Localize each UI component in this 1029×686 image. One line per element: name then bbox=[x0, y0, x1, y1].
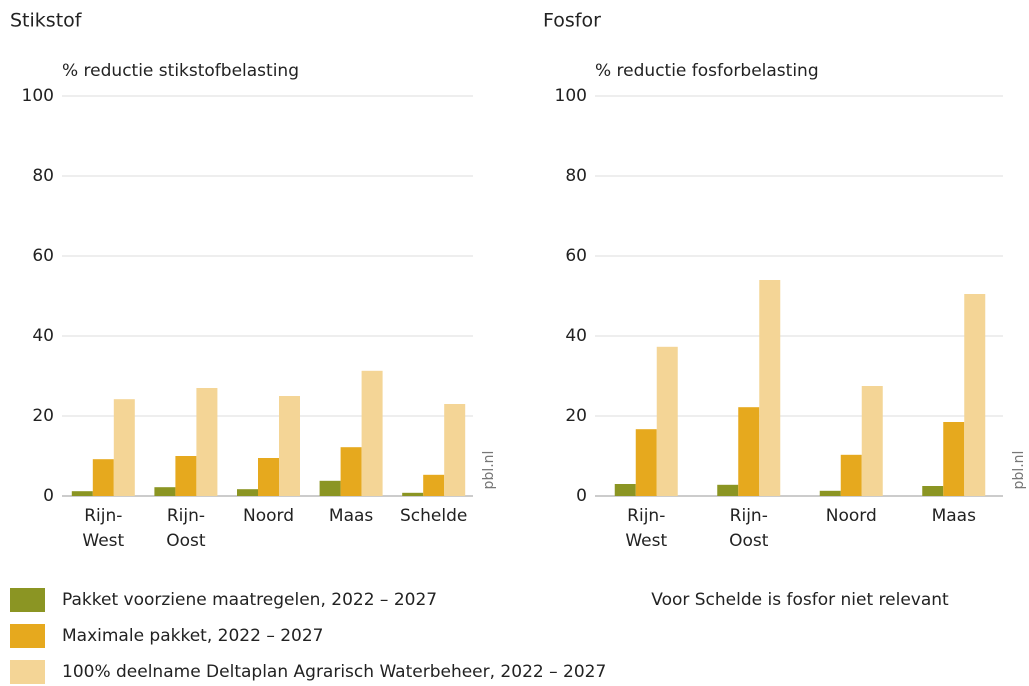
bar bbox=[361, 370, 383, 496]
bar bbox=[614, 484, 636, 496]
y-tick-label: 40 bbox=[32, 326, 54, 346]
bar bbox=[402, 492, 424, 496]
watermark: pbl.nl bbox=[1011, 451, 1027, 490]
bar bbox=[237, 489, 258, 496]
y-tick-label: 20 bbox=[565, 406, 587, 426]
bar bbox=[196, 388, 218, 496]
legend-swatch bbox=[10, 660, 45, 684]
y-axis-label: % reductie stikstofbelasting bbox=[62, 61, 299, 81]
x-tick-label: Rijn-Oost bbox=[166, 506, 206, 551]
x-tick-label: Schelde bbox=[400, 506, 467, 526]
chart-title: Stikstof bbox=[10, 10, 83, 32]
bar bbox=[656, 346, 678, 496]
legend-label: 100% deelname Deltaplan Agrarisch Waterb… bbox=[62, 662, 606, 682]
annotation: Voor Schelde is fosfor niet relevant bbox=[651, 590, 949, 610]
bar bbox=[840, 454, 862, 496]
bar bbox=[943, 422, 965, 496]
bar bbox=[279, 396, 300, 496]
x-tick-label: Rijn-West bbox=[82, 506, 124, 551]
bar bbox=[175, 456, 197, 496]
bar bbox=[71, 491, 93, 496]
y-tick-label: 60 bbox=[32, 246, 54, 266]
y-tick-label: 80 bbox=[565, 166, 587, 186]
chart-title: Fosfor bbox=[543, 10, 601, 32]
bar bbox=[319, 480, 341, 496]
bar bbox=[154, 487, 176, 496]
x-tick-label: Noord bbox=[826, 506, 877, 526]
x-tick-label: Noord bbox=[243, 506, 294, 526]
y-tick-label: 100 bbox=[22, 86, 54, 106]
x-tick-label: Maas bbox=[329, 506, 374, 526]
y-tick-label: 20 bbox=[32, 406, 54, 426]
bar bbox=[717, 484, 739, 496]
bar bbox=[861, 386, 883, 496]
bar bbox=[738, 407, 760, 496]
legend-swatch bbox=[10, 624, 45, 648]
bar bbox=[258, 458, 279, 496]
bar bbox=[444, 404, 466, 496]
y-tick-label: 80 bbox=[32, 166, 54, 186]
bar bbox=[92, 459, 114, 496]
y-tick-label: 0 bbox=[576, 486, 587, 506]
y-axis-label: % reductie fosforbelasting bbox=[595, 61, 819, 81]
y-tick-label: 40 bbox=[565, 326, 587, 346]
x-tick-label: Rijn-West bbox=[625, 506, 667, 551]
bar bbox=[635, 429, 657, 496]
y-tick-label: 60 bbox=[565, 246, 587, 266]
x-tick-label: Maas bbox=[932, 506, 977, 526]
x-tick-label: Rijn-Oost bbox=[729, 506, 769, 551]
bar bbox=[819, 490, 841, 496]
bar bbox=[340, 447, 362, 496]
bar bbox=[759, 280, 781, 496]
legend-swatch bbox=[10, 588, 45, 612]
bar bbox=[113, 399, 135, 496]
bar bbox=[964, 294, 986, 496]
bar bbox=[922, 486, 944, 496]
legend-label: Pakket voorziene maatregelen, 2022 – 202… bbox=[62, 590, 437, 610]
legend-label: Maximale pakket, 2022 – 2027 bbox=[62, 626, 324, 646]
y-tick-label: 100 bbox=[555, 86, 587, 106]
bar bbox=[423, 474, 445, 496]
watermark: pbl.nl bbox=[481, 451, 497, 490]
y-tick-label: 0 bbox=[43, 486, 54, 506]
